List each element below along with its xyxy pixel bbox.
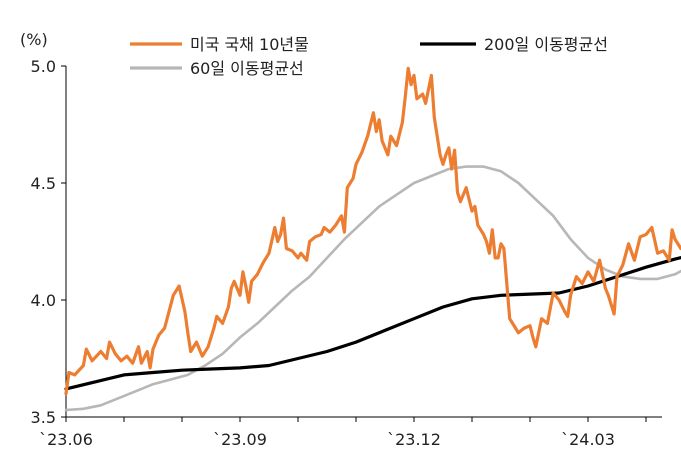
series-line-200d-ma <box>64 255 681 391</box>
x-tick-label: `23.06 <box>39 430 93 449</box>
legend-label-10yr: 미국 국채 10년물 <box>190 35 309 54</box>
y-tick-label: 4.0 <box>31 291 56 310</box>
legend-label-200d: 200일 이동평균선 <box>484 35 608 54</box>
x-tick-label: `23.12 <box>387 430 441 449</box>
axes-group: (%) <box>20 30 662 418</box>
series-line-10yr-treasury <box>64 66 681 396</box>
x-ticks-group: `23.06 `23.09 `23.12 `24.03 <box>39 417 647 449</box>
y-tick-label: 3.5 <box>31 408 56 427</box>
y-ticks-group: 3.5 4.0 4.5 5.0 <box>31 57 66 427</box>
x-tick-label: `23.09 <box>213 430 267 449</box>
y-tick-label: 5.0 <box>31 57 56 76</box>
legend-label-60d: 60일 이동평균선 <box>190 59 304 78</box>
legend: 미국 국채 10년물 200일 이동평균선 60일 이동평균선 <box>130 35 608 78</box>
x-tick-label: `24.03 <box>561 430 615 449</box>
y-unit-label: (%) <box>20 30 48 49</box>
y-tick-label: 4.5 <box>31 174 56 193</box>
series-group <box>64 66 681 412</box>
